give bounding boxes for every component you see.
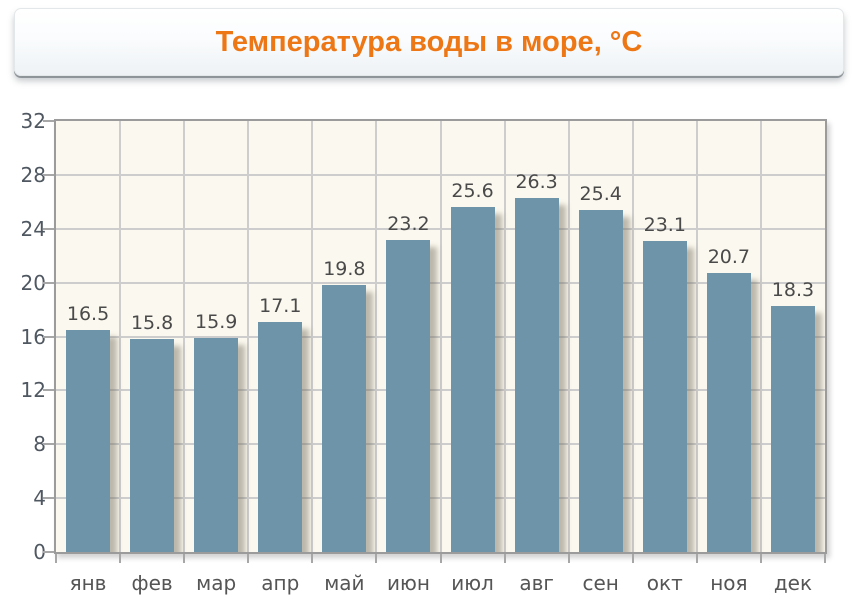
y-axis-tick-label: 16 — [20, 324, 46, 349]
bar-value-label: 15.8 — [130, 312, 174, 335]
bar — [770, 305, 815, 552]
x-axis-tick — [503, 554, 506, 563]
y-axis-tick — [43, 497, 54, 500]
x-axis-tick — [183, 554, 186, 563]
y-axis-tick-label: 4 — [33, 486, 46, 511]
bar — [578, 209, 623, 552]
x-axis-month-label: окт — [646, 571, 683, 595]
x-axis-tick — [824, 554, 826, 563]
bar-value-label: 25.6 — [451, 180, 494, 203]
grid-line-vertical — [183, 121, 186, 552]
y-axis-tick-label: 8 — [33, 432, 46, 457]
grid-line-vertical — [119, 121, 122, 552]
bar-value-label: 18.3 — [771, 278, 815, 301]
bar — [706, 273, 751, 552]
x-axis-tick — [695, 554, 698, 563]
x-axis-tick — [311, 554, 314, 563]
chart-title-panel: Температура воды в море, °C — [14, 8, 844, 76]
bar-value-label: 26.3 — [515, 170, 558, 193]
x-axis-tick — [567, 554, 570, 563]
x-axis-tick — [119, 554, 122, 563]
x-axis-month-label: апр — [261, 571, 300, 595]
bar-value-label: 23.1 — [643, 213, 686, 236]
y-axis-tick-label: 12 — [20, 378, 46, 403]
bar-value-label: 25.4 — [579, 182, 622, 205]
y-axis-tick-label: 28 — [20, 162, 46, 187]
x-axis-tick — [55, 554, 57, 563]
x-axis-tick — [247, 554, 250, 563]
x-axis-month-label: сен — [582, 571, 619, 595]
chart-title: Температура воды в море, °C — [215, 25, 643, 58]
plot-area: 16.5 15.8 15.9 17.1 19.8 23.2 25.6 26.3 25.4 23.1… — [54, 119, 827, 554]
bar-value-label: 15.9 — [195, 310, 238, 333]
y-axis-tick-label: 20 — [20, 270, 46, 295]
bar-value-label: 23.2 — [387, 212, 430, 235]
bar — [450, 207, 495, 552]
x-axis-tick — [439, 554, 442, 563]
x-axis-month-label: ноя — [710, 571, 748, 595]
x-axis-month-label: мар — [196, 571, 237, 595]
bar — [514, 197, 559, 552]
x-axis-tick — [631, 554, 634, 563]
x-axis-month-label: авг — [519, 571, 554, 595]
y-axis-tick — [43, 120, 54, 122]
grid-line-vertical — [439, 121, 442, 552]
bar — [258, 321, 303, 552]
x-axis-month-label: фев — [131, 571, 173, 595]
grid-line-vertical — [503, 121, 506, 552]
y-axis-tick-label: 0 — [33, 540, 46, 564]
x-axis-tick — [375, 554, 378, 563]
grid-line-vertical — [759, 121, 762, 552]
bar-value-label: 17.1 — [259, 294, 302, 317]
y-axis-tick-label: 24 — [20, 216, 46, 241]
x-axis-month-label: май — [324, 571, 365, 595]
y-axis-tick — [43, 227, 54, 230]
x-axis-month-label: дек — [773, 571, 813, 595]
bar-value-label: 19.8 — [323, 258, 366, 281]
bar — [322, 285, 367, 552]
x-axis-month-label: июл — [451, 571, 494, 595]
grid-line-vertical — [567, 121, 570, 552]
bar — [66, 329, 111, 552]
x-axis-month-label: янв — [69, 571, 107, 595]
y-axis-tick-label: 32 — [20, 109, 46, 133]
grid-line-vertical — [247, 121, 250, 552]
grid-line-vertical — [375, 121, 378, 552]
y-axis-tick — [43, 281, 54, 284]
y-axis-tick — [43, 443, 54, 446]
x-axis-tick — [759, 554, 762, 563]
grid-line-vertical — [695, 121, 698, 552]
y-axis-tick — [43, 173, 54, 176]
bar — [130, 339, 175, 552]
x-axis-month-label: июн — [386, 571, 430, 595]
grid-line-vertical — [311, 121, 314, 552]
bar-value-label: 20.7 — [707, 246, 751, 269]
y-axis-tick — [43, 551, 54, 553]
y-axis-tick — [43, 389, 54, 392]
bar — [386, 239, 431, 552]
bar — [642, 240, 687, 552]
bar — [194, 337, 239, 552]
bar-value-label: 16.5 — [66, 302, 110, 325]
y-axis-tick — [43, 335, 54, 338]
grid-line-vertical — [631, 121, 634, 552]
